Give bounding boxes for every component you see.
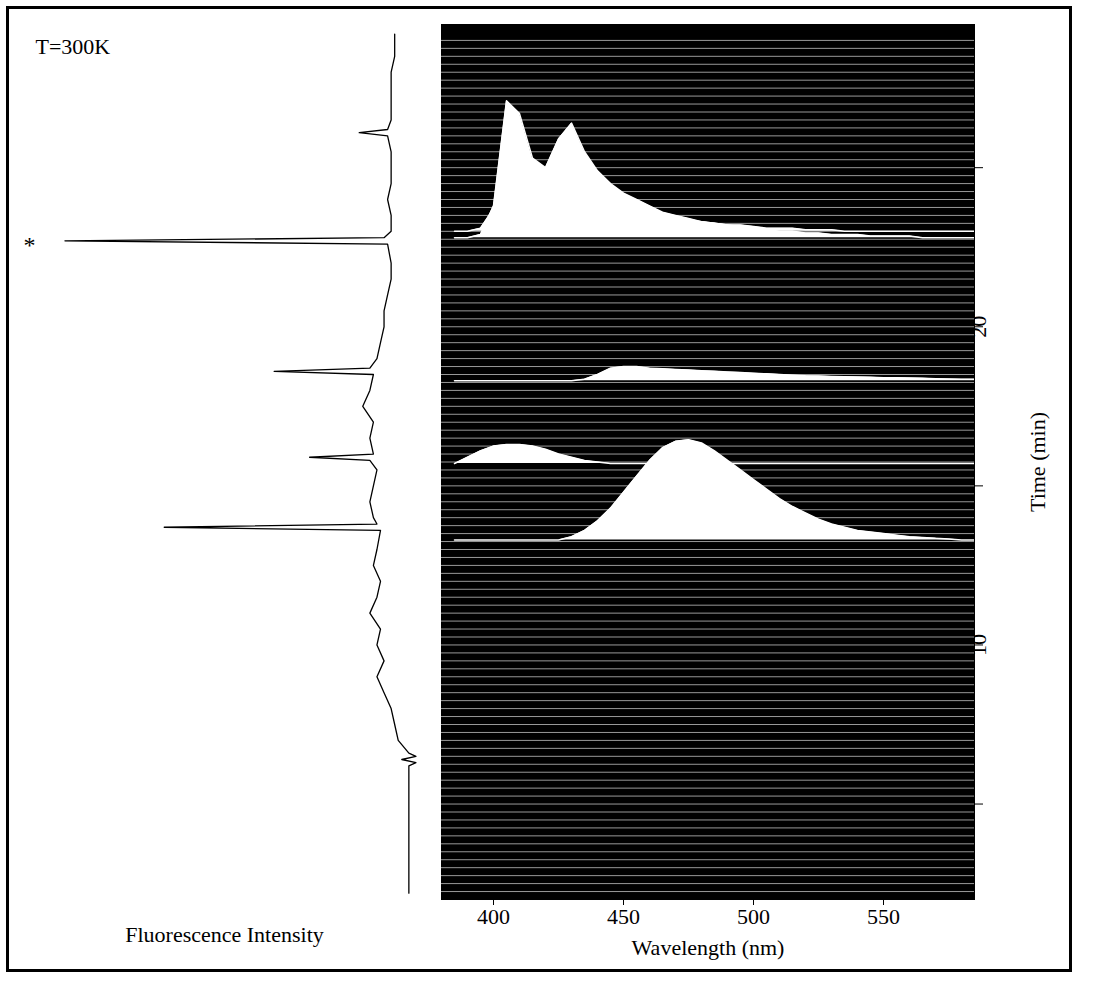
svg-text:500: 500 <box>737 904 770 929</box>
svg-text:Fluorescence Intensity: Fluorescence Intensity <box>125 922 324 947</box>
svg-text:550: 550 <box>867 904 900 929</box>
svg-text:20: 20 <box>965 315 991 338</box>
svg-text:T=300K: T=300K <box>36 34 111 59</box>
svg-text:Time (min): Time (min) <box>1025 412 1050 512</box>
svg-text:*: * <box>24 232 36 258</box>
svg-text:10: 10 <box>965 634 991 656</box>
svg-text:Wavelength (nm): Wavelength (nm) <box>632 935 785 960</box>
svg-text:450: 450 <box>607 904 640 929</box>
svg-text:400: 400 <box>477 904 510 929</box>
